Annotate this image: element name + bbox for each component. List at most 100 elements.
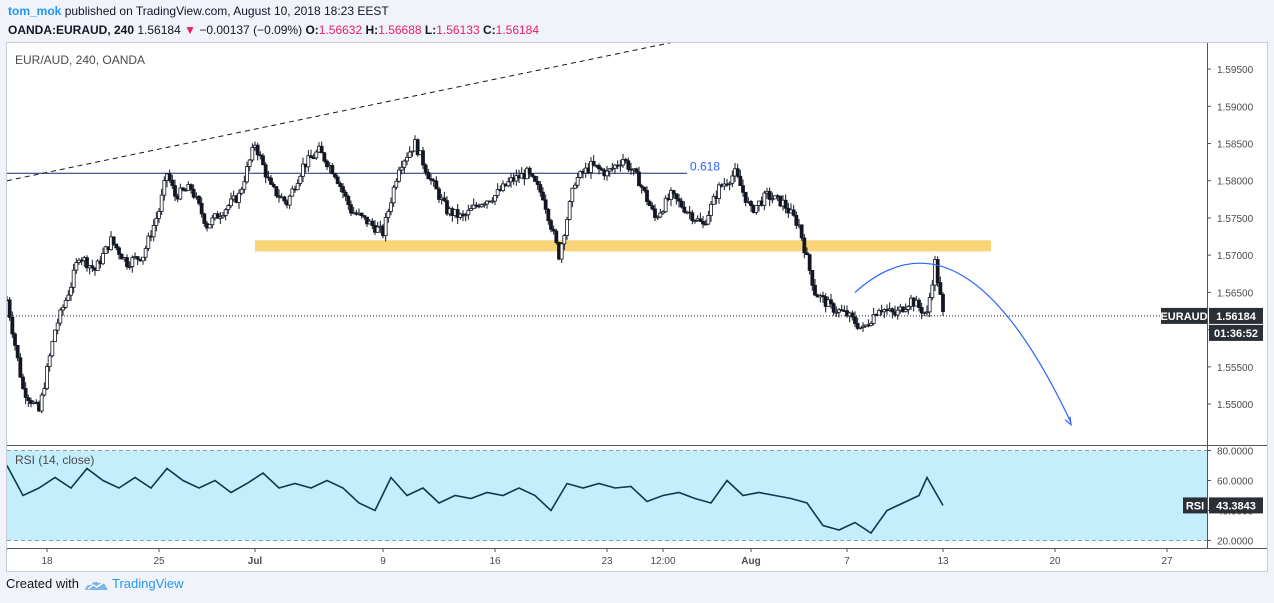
candle-body bbox=[551, 228, 556, 232]
candle-body bbox=[55, 322, 60, 331]
chart-svg[interactable]: 0.618 1.59500 1.59000 1.58500 1.58000 1.5750… bbox=[7, 43, 1267, 571]
candle-327 bbox=[877, 308, 881, 316]
countdown-value: 01:36:52 bbox=[1214, 328, 1258, 340]
candle-body bbox=[850, 312, 855, 318]
candle-96 bbox=[261, 153, 265, 166]
candle-114 bbox=[309, 149, 313, 159]
rsi-tick-1: 60.0000 bbox=[1217, 477, 1254, 488]
candle-body bbox=[690, 212, 695, 221]
support-zone[interactable] bbox=[255, 240, 991, 252]
candle-126 bbox=[341, 183, 345, 199]
candle-116 bbox=[314, 149, 319, 160]
candle-body bbox=[767, 190, 772, 200]
candle-body bbox=[794, 215, 799, 226]
candle-body bbox=[431, 179, 436, 182]
candle-230 bbox=[618, 159, 623, 172]
candle-body bbox=[223, 209, 228, 216]
high-label: H: bbox=[365, 23, 379, 37]
trendline[interactable] bbox=[7, 43, 687, 182]
tradingview-link[interactable]: TradingView bbox=[112, 576, 184, 591]
candle-body bbox=[730, 175, 735, 184]
candle-288 bbox=[773, 195, 777, 200]
price-tick-3: 1.58000 bbox=[1217, 177, 1254, 188]
candle-body bbox=[207, 224, 212, 229]
candle-body bbox=[26, 397, 31, 401]
candle-body bbox=[287, 195, 292, 206]
candle-body bbox=[711, 196, 716, 205]
candle-body bbox=[783, 199, 788, 209]
candle-347 bbox=[930, 279, 935, 301]
candle-body bbox=[490, 200, 495, 203]
candle-199 bbox=[535, 175, 540, 190]
price-tick-0: 1.59500 bbox=[1217, 65, 1254, 76]
candle-172 bbox=[463, 212, 468, 222]
candle-287 bbox=[770, 192, 775, 204]
candle-267 bbox=[717, 182, 721, 204]
candle-79 bbox=[215, 211, 220, 219]
candle-body bbox=[391, 186, 396, 204]
candle-body bbox=[199, 202, 204, 215]
candle-body bbox=[647, 201, 652, 207]
candle-165 bbox=[445, 196, 449, 216]
candle-body bbox=[709, 203, 713, 216]
rsi-tick-0: 80.0000 bbox=[1217, 447, 1254, 458]
candle-110 bbox=[298, 174, 303, 187]
projection-arc[interactable] bbox=[854, 262, 1072, 423]
candle-144 bbox=[389, 197, 393, 216]
candle-body bbox=[749, 201, 753, 207]
chart-area[interactable]: 0.618 1.59500 1.59000 1.58500 1.58000 1.5750… bbox=[6, 42, 1268, 572]
candle-body bbox=[135, 256, 140, 260]
candle-161 bbox=[434, 176, 439, 190]
candle-body bbox=[309, 155, 313, 159]
rsi-tick-3: 20.0000 bbox=[1217, 537, 1254, 548]
candle-body bbox=[570, 187, 575, 203]
candle-body bbox=[58, 309, 63, 324]
author-link[interactable]: tom_mok bbox=[8, 4, 62, 18]
candle-77 bbox=[210, 214, 215, 229]
candle-body bbox=[682, 206, 687, 213]
candle-226 bbox=[607, 167, 612, 177]
candle-body bbox=[810, 270, 815, 286]
candle-body bbox=[173, 185, 177, 197]
candle-body bbox=[743, 191, 748, 203]
candle-279 bbox=[749, 199, 753, 212]
rsi-line[interactable] bbox=[7, 465, 944, 535]
candle-body bbox=[554, 230, 559, 243]
candle-145 bbox=[391, 184, 396, 207]
candle-92 bbox=[250, 143, 255, 163]
candle-body bbox=[533, 175, 537, 182]
candle-169 bbox=[455, 203, 460, 224]
candle-214 bbox=[575, 173, 580, 189]
candle-99 bbox=[269, 175, 273, 185]
candle-127 bbox=[343, 189, 348, 202]
candle-body bbox=[698, 218, 703, 222]
candle-321 bbox=[861, 322, 865, 333]
candle-body bbox=[717, 184, 721, 199]
candle-body bbox=[813, 284, 817, 296]
candle-101 bbox=[274, 186, 279, 199]
candle-body bbox=[938, 282, 943, 295]
candle-143 bbox=[386, 208, 391, 223]
candle-201 bbox=[541, 187, 545, 201]
candle-body bbox=[159, 194, 164, 212]
candle-202 bbox=[543, 194, 548, 214]
candle-91 bbox=[247, 159, 252, 172]
candle-264 bbox=[709, 201, 713, 222]
candle-16 bbox=[47, 353, 52, 372]
candle-260 bbox=[698, 212, 703, 223]
candle-body bbox=[90, 265, 95, 269]
candle-252 bbox=[677, 193, 681, 208]
candle-338 bbox=[906, 305, 911, 315]
candle-body bbox=[349, 204, 353, 214]
candle-body bbox=[221, 215, 225, 218]
candle-251 bbox=[674, 193, 679, 205]
candle-34 bbox=[95, 259, 100, 271]
candle-body bbox=[642, 186, 647, 191]
candle-body bbox=[42, 388, 47, 396]
candle-body bbox=[506, 181, 511, 187]
candle-body bbox=[53, 329, 57, 343]
candle-62 bbox=[170, 174, 175, 189]
change-value: −0.00137 (−0.09%) bbox=[199, 23, 303, 37]
candle-body bbox=[805, 252, 809, 256]
candle-body bbox=[671, 190, 676, 195]
